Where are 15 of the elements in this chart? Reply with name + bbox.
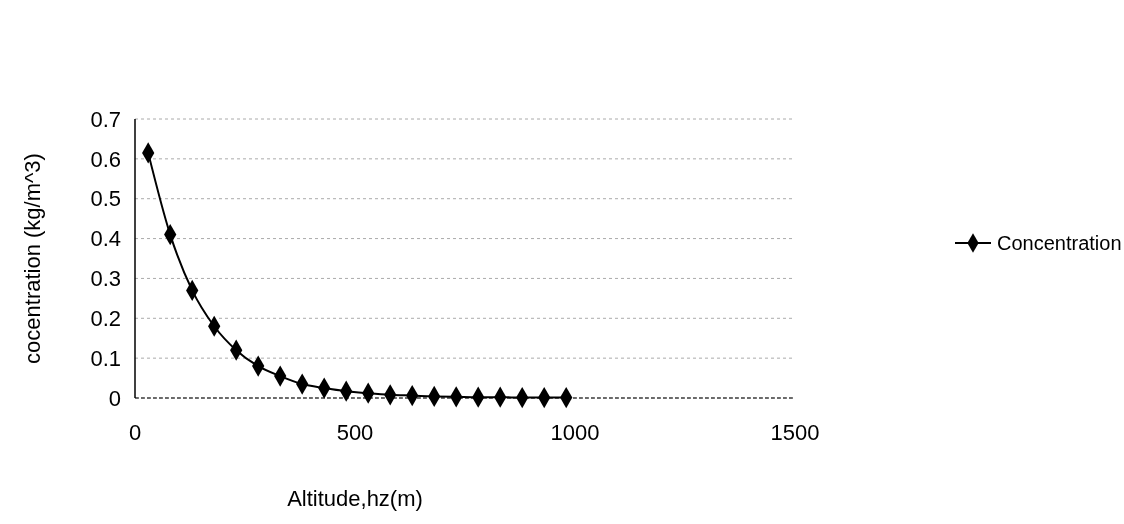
x-tick-label: 1000 xyxy=(550,420,600,445)
y-axis-title: cocentration (kg/m^3) xyxy=(20,153,45,364)
y-tick-label: 0.6 xyxy=(90,146,121,172)
x-tick-label: 500 xyxy=(336,420,374,445)
x-axis-title: Altitude,hz(m) xyxy=(287,486,423,511)
y-tick-label: 0 xyxy=(108,385,121,411)
x-tick-label: 1500 xyxy=(770,420,820,445)
legend-label: Concentration xyxy=(997,232,1122,254)
y-tick-label: 0.2 xyxy=(90,305,121,331)
y-tick-label: 0.3 xyxy=(90,266,121,292)
y-tick-label: 0.1 xyxy=(90,345,121,371)
x-tick-label: 0 xyxy=(128,420,142,445)
y-tick-label: 0.5 xyxy=(90,186,121,212)
y-tick-label: 0.7 xyxy=(90,106,121,132)
y-tick-label: 0.4 xyxy=(90,226,121,252)
